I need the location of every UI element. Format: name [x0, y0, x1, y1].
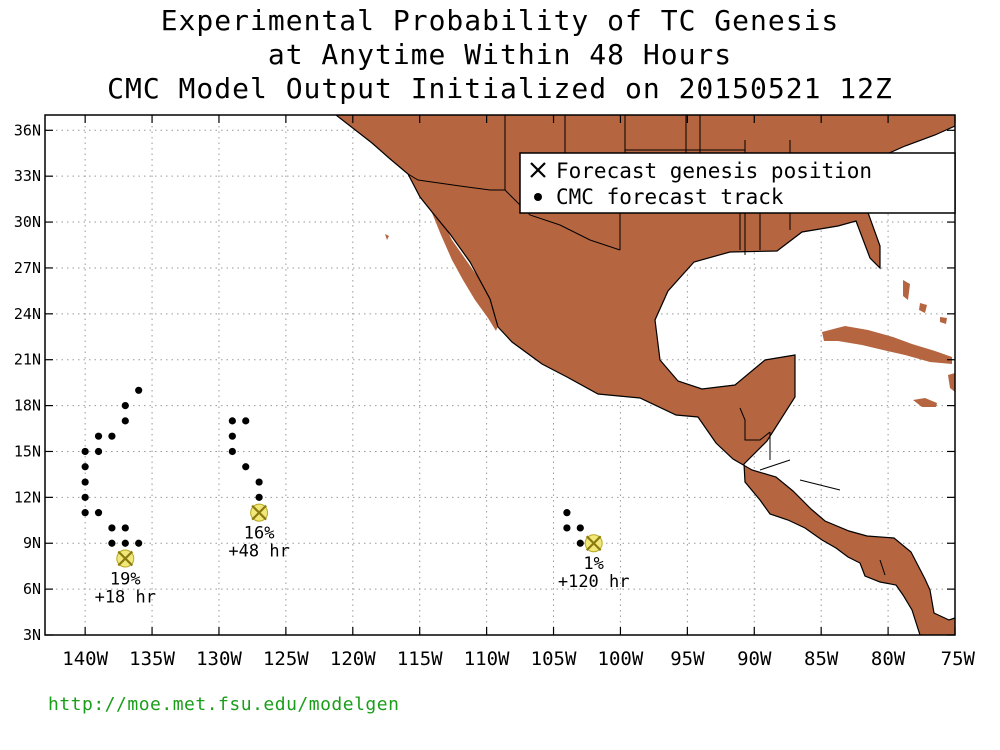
map-legend: Forecast genesis position CMC forecast t…: [519, 152, 956, 214]
lat-tick-label: 33N: [14, 167, 41, 185]
track-point: [576, 524, 584, 532]
track-point: [81, 447, 89, 456]
track-point: [81, 509, 89, 517]
land-bahamas: [903, 280, 947, 324]
track-point: [255, 493, 263, 501]
lon-tick-label: 80W: [871, 648, 906, 670]
track-point: [228, 432, 236, 440]
lat-tick-label: 6N: [23, 580, 41, 598]
legend-track-label: CMC forecast track: [556, 185, 784, 209]
lon-tick-label: 100W: [598, 648, 644, 670]
lat-tick-label: 36N: [14, 121, 41, 139]
lon-tick-label: 130W: [196, 648, 242, 670]
lon-tick-label: 110W: [464, 648, 510, 670]
track-point: [81, 463, 89, 471]
land-cuba: [822, 326, 952, 364]
track-point: [563, 524, 571, 532]
track-point: [228, 447, 236, 456]
legend-box: [519, 152, 956, 214]
legend-dot-icon: [534, 193, 542, 201]
lat-tick-label: 27N: [14, 259, 41, 277]
land-jamaica: [913, 398, 937, 407]
lon-tick-label: 90W: [737, 648, 772, 670]
map-title-line-2: at Anytime Within 48 Hours: [267, 38, 733, 71]
lat-tick-label: 3N: [23, 626, 41, 644]
border-central-america: [739, 407, 886, 576]
land-hispaniola: [948, 373, 955, 392]
genesis-x-icon: [116, 549, 135, 568]
map-title-line-1: Experimental Probability of TC Genesis: [160, 4, 840, 37]
track-point: [255, 478, 263, 486]
land-baja-california: [427, 197, 500, 331]
coastline-north-america: [335, 115, 955, 635]
land-north-america: [336, 115, 955, 635]
coastline: [335, 115, 955, 635]
track-point: [81, 493, 89, 501]
source-url-link[interactable]: http://moe.met.fsu.edu/modelgen: [48, 694, 400, 715]
lat-tick-label: 12N: [14, 488, 41, 506]
lat-tick-label: 9N: [23, 534, 41, 552]
genesis-probability: 1%: [583, 554, 603, 574]
lon-tick-label: 115W: [397, 648, 443, 670]
track-point: [242, 463, 250, 471]
genesis-probability: 16%: [244, 524, 275, 544]
track-point: [228, 417, 236, 425]
track-point: [135, 539, 143, 547]
track-point: [135, 386, 143, 394]
genesis-x-icon: [584, 534, 603, 553]
legend-genesis-label: Forecast genesis position: [556, 159, 872, 183]
track-point: [242, 417, 250, 425]
track-point: [94, 447, 103, 456]
track-point: [108, 432, 116, 440]
lat-tick-label: 15N: [14, 442, 41, 460]
track-point: [81, 478, 89, 486]
genesis-lead-time: +18 hr: [95, 588, 156, 608]
track-point: [121, 401, 129, 410]
lat-tick-label: 21N: [14, 351, 41, 369]
genesis-markers: [116, 503, 603, 568]
forecast-tracks: [81, 386, 584, 547]
lon-tick-label: 140W: [62, 648, 108, 670]
genesis-lead-time: +48 hr: [228, 542, 289, 562]
land-masses: [336, 115, 955, 635]
genesis-map: 3N 6N 9N 12N 15N 18N 21N 24N 27N 30N 33N 36N 140W 13…: [14, 114, 976, 670]
track-point: [94, 432, 103, 440]
longitude-labels: 140W 135W 130W 125W 120W 115W 110W 105W 100W 95W 9…: [62, 648, 975, 670]
track-point: [108, 539, 116, 547]
lon-tick-label: 85W: [804, 648, 839, 670]
lon-tick-label: 125W: [263, 648, 309, 670]
genesis-x-icon: [250, 503, 269, 522]
lon-tick-label: 120W: [330, 648, 376, 670]
track-point: [121, 539, 129, 547]
map-frame: [44, 114, 956, 636]
track-point: [121, 524, 129, 532]
legend-x-icon: [530, 162, 546, 178]
genesis-probability: 19%: [110, 570, 141, 590]
system-labels: 19%+18 hr 16%+48 hr 1%+120 hr: [95, 524, 630, 608]
lon-tick-label: 95W: [670, 648, 705, 670]
lon-tick-label: 75W: [941, 648, 976, 670]
track-point: [121, 417, 129, 425]
lat-tick-label: 24N: [14, 305, 41, 323]
lon-tick-label: 105W: [531, 648, 577, 670]
track-point: [94, 509, 103, 517]
latitude-labels: 3N 6N 9N 12N 15N 18N 21N 24N 27N 30N 33N 36N: [14, 121, 41, 644]
lat-tick-label: 30N: [14, 213, 41, 231]
map-title-line-3: CMC Model Output Initialized on 20150521…: [107, 72, 893, 105]
track-point: [576, 539, 584, 547]
lat-tick-label: 18N: [14, 397, 41, 415]
track-point: [563, 509, 571, 517]
genesis-lead-time: +120 hr: [558, 572, 630, 592]
lon-tick-label: 135W: [129, 648, 175, 670]
track-point: [108, 524, 116, 532]
